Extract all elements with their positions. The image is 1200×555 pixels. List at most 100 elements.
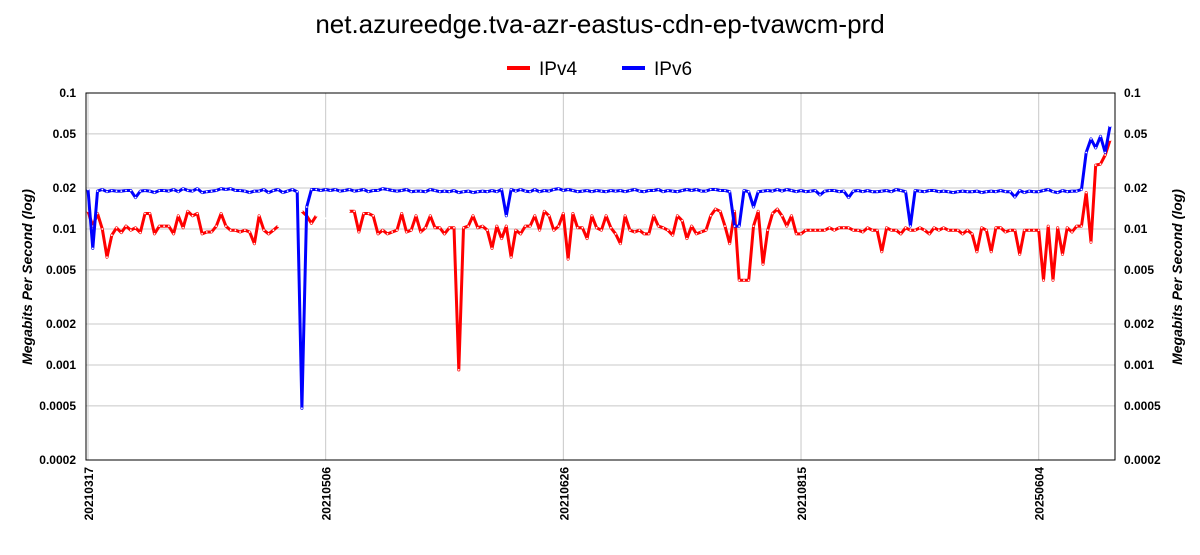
data-point-ipv4 bbox=[467, 225, 470, 228]
data-point-ipv6 bbox=[733, 225, 736, 228]
data-point-ipv6 bbox=[980, 191, 983, 194]
data-point-ipv4 bbox=[396, 229, 398, 232]
data-point-ipv4 bbox=[158, 225, 161, 228]
data-point-ipv4 bbox=[562, 212, 565, 215]
x-tick-label: 20210506 bbox=[320, 467, 334, 521]
data-point-ipv4 bbox=[933, 226, 935, 229]
data-point-ipv6 bbox=[367, 190, 370, 193]
y-tick-label-left: 0.01 bbox=[53, 222, 77, 236]
data-point-ipv4 bbox=[1061, 253, 1064, 256]
x-tick-label: 20210815 bbox=[795, 467, 809, 521]
data-point-ipv6 bbox=[757, 190, 760, 193]
data-point-ipv4 bbox=[429, 214, 432, 217]
data-point-ipv6 bbox=[139, 190, 142, 193]
data-point-ipv4 bbox=[752, 225, 755, 228]
data-point-ipv6 bbox=[567, 188, 569, 191]
data-point-ipv6 bbox=[861, 190, 864, 193]
y-axis-label-left: Megabits Per Second (log) bbox=[19, 189, 35, 365]
data-point-ipv6 bbox=[591, 190, 593, 193]
data-point-ipv6 bbox=[158, 189, 161, 192]
data-point-ipv4 bbox=[619, 242, 622, 245]
data-point-ipv4 bbox=[671, 234, 674, 237]
data-point-ipv4 bbox=[301, 210, 303, 213]
data-point-ipv6 bbox=[557, 187, 560, 190]
data-point-ipv6 bbox=[362, 188, 365, 191]
data-point-ipv6 bbox=[453, 189, 455, 192]
data-point-ipv4 bbox=[880, 250, 883, 253]
data-point-ipv6 bbox=[714, 188, 717, 191]
y-tick-label-left: 0.001 bbox=[46, 358, 76, 372]
data-point-ipv6 bbox=[329, 189, 332, 192]
data-point-ipv6 bbox=[747, 190, 750, 193]
data-point-ipv6 bbox=[296, 190, 299, 193]
data-point-ipv6 bbox=[220, 187, 223, 190]
plot-frame bbox=[85, 92, 1116, 461]
data-point-ipv6 bbox=[153, 191, 156, 194]
data-point-ipv6 bbox=[552, 188, 555, 191]
data-point-ipv4 bbox=[481, 225, 484, 228]
data-point-ipv4 bbox=[676, 214, 679, 217]
data-point-ipv6 bbox=[462, 190, 465, 193]
data-point-ipv4 bbox=[1037, 229, 1040, 232]
data-point-ipv6 bbox=[800, 189, 802, 192]
data-point-ipv4 bbox=[538, 229, 541, 232]
data-point-ipv4 bbox=[614, 233, 617, 235]
data-point-ipv6 bbox=[776, 188, 779, 191]
data-point-ipv4 bbox=[781, 214, 783, 217]
data-point-ipv6 bbox=[272, 189, 275, 192]
data-point-ipv6 bbox=[1071, 190, 1073, 193]
data-point-ipv6 bbox=[610, 189, 612, 192]
data-point-ipv6 bbox=[186, 189, 189, 192]
data-point-ipv6 bbox=[519, 188, 522, 191]
data-point-ipv4 bbox=[999, 226, 1002, 229]
data-point-ipv4 bbox=[120, 231, 123, 234]
data-point-ipv6 bbox=[405, 188, 408, 191]
data-point-ipv4 bbox=[144, 212, 146, 215]
data-point-ipv6 bbox=[933, 189, 935, 192]
data-point-ipv4 bbox=[695, 233, 698, 235]
data-point-ipv6 bbox=[1104, 151, 1107, 154]
data-point-ipv6 bbox=[491, 189, 493, 192]
data-point-ipv6 bbox=[343, 189, 346, 192]
data-point-ipv4 bbox=[167, 225, 170, 228]
data-point-ipv6 bbox=[938, 190, 940, 193]
data-point-ipv6 bbox=[705, 190, 707, 193]
data-point-ipv6 bbox=[790, 189, 793, 192]
legend-label-ipv4: IPv4 bbox=[539, 59, 577, 80]
data-point-ipv4 bbox=[657, 225, 660, 228]
data-point-ipv6 bbox=[115, 190, 118, 193]
data-point-ipv6 bbox=[804, 190, 807, 193]
data-point-ipv4 bbox=[1018, 253, 1021, 256]
data-point-ipv6 bbox=[576, 190, 579, 193]
data-point-ipv6 bbox=[1066, 190, 1069, 193]
data-point-ipv4 bbox=[400, 212, 403, 215]
data-point-ipv4 bbox=[914, 229, 916, 232]
data-point-ipv6 bbox=[676, 190, 679, 193]
data-point-ipv6 bbox=[386, 188, 389, 191]
data-point-ipv6 bbox=[1023, 191, 1026, 194]
x-tick-label: 20210317 bbox=[82, 467, 96, 521]
data-point-ipv4 bbox=[724, 225, 726, 228]
data-point-ipv6 bbox=[129, 189, 132, 192]
data-point-ipv6 bbox=[662, 190, 665, 193]
data-point-ipv6 bbox=[144, 189, 146, 192]
data-point-ipv4 bbox=[586, 237, 588, 240]
data-point-ipv6 bbox=[899, 189, 902, 192]
data-point-ipv4 bbox=[629, 229, 631, 232]
data-point-ipv4 bbox=[201, 233, 204, 235]
data-point-ipv4 bbox=[733, 210, 736, 213]
data-point-ipv6 bbox=[419, 190, 422, 193]
data-point-ipv4 bbox=[610, 226, 612, 229]
data-point-ipv4 bbox=[1033, 229, 1035, 232]
data-point-ipv6 bbox=[120, 190, 123, 193]
data-point-ipv6 bbox=[495, 190, 498, 193]
data-point-ipv6 bbox=[505, 214, 508, 217]
data-point-ipv4 bbox=[186, 210, 189, 213]
data-point-ipv6 bbox=[472, 191, 474, 194]
data-point-ipv6 bbox=[210, 190, 213, 193]
data-point-ipv6 bbox=[1075, 190, 1078, 193]
data-point-ipv6 bbox=[510, 188, 512, 191]
data-point-ipv6 bbox=[353, 190, 356, 193]
